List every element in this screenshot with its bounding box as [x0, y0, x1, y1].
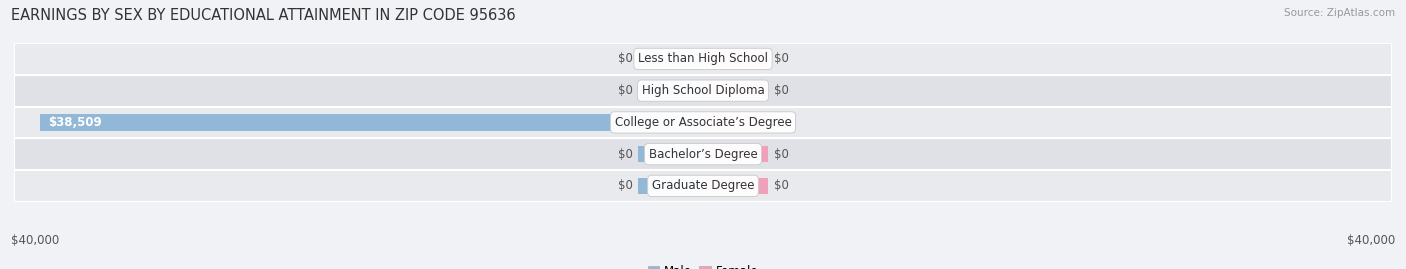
Bar: [39, 114, 703, 131]
Text: $0: $0: [617, 179, 633, 192]
Bar: [637, 51, 703, 67]
Bar: [637, 82, 703, 99]
Bar: [14, 75, 1392, 107]
Text: $0: $0: [773, 116, 789, 129]
Text: $0: $0: [617, 84, 633, 97]
Text: Less than High School: Less than High School: [638, 52, 768, 65]
Text: $0: $0: [617, 148, 633, 161]
Text: Source: ZipAtlas.com: Source: ZipAtlas.com: [1284, 8, 1395, 18]
Bar: [14, 107, 1392, 138]
Text: $0: $0: [773, 52, 789, 65]
Bar: [14, 170, 1392, 202]
Bar: [14, 138, 1392, 170]
Bar: [637, 146, 703, 162]
Text: $0: $0: [773, 148, 789, 161]
Text: $40,000: $40,000: [1347, 235, 1395, 247]
Text: High School Diploma: High School Diploma: [641, 84, 765, 97]
Bar: [703, 82, 769, 99]
Text: Graduate Degree: Graduate Degree: [652, 179, 754, 192]
Text: $0: $0: [617, 52, 633, 65]
Text: $0: $0: [773, 179, 789, 192]
Bar: [14, 43, 1392, 75]
Text: $38,509: $38,509: [48, 116, 103, 129]
Bar: [703, 114, 769, 131]
Text: EARNINGS BY SEX BY EDUCATIONAL ATTAINMENT IN ZIP CODE 95636: EARNINGS BY SEX BY EDUCATIONAL ATTAINMEN…: [11, 8, 516, 23]
Bar: [703, 146, 769, 162]
Bar: [703, 178, 769, 194]
Text: $40,000: $40,000: [11, 235, 59, 247]
Text: Bachelor’s Degree: Bachelor’s Degree: [648, 148, 758, 161]
Bar: [703, 51, 769, 67]
Bar: [637, 178, 703, 194]
Legend: Male, Female: Male, Female: [643, 261, 763, 269]
Text: $0: $0: [773, 84, 789, 97]
Text: College or Associate’s Degree: College or Associate’s Degree: [614, 116, 792, 129]
